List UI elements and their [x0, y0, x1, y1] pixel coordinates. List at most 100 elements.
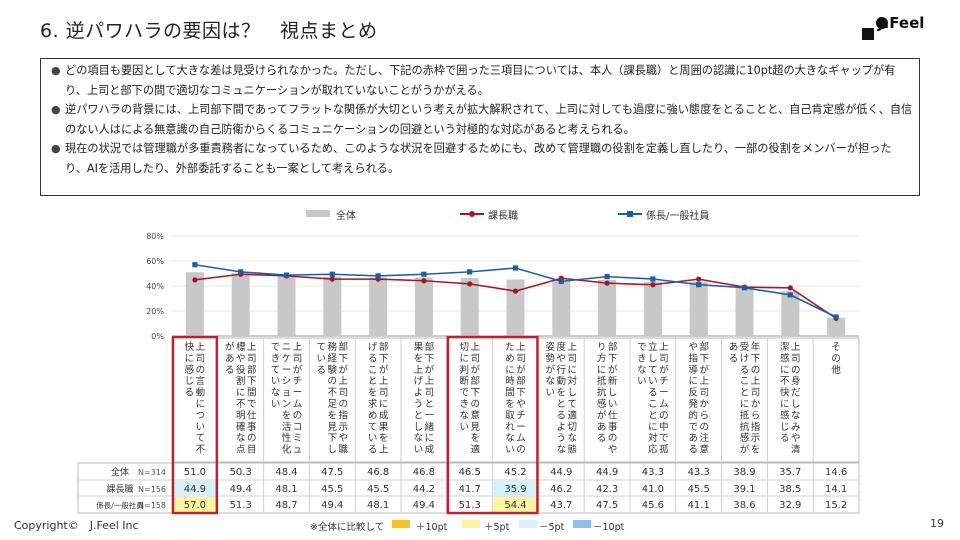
category-label-char: 意: [699, 444, 709, 456]
category-label-char: つ: [196, 410, 206, 421]
summary-bullet: どの項目も要因として大きな差は見受けられなかった。ただし、下記の赤枠で囲った三項…: [51, 61, 913, 100]
category-label-char: ミ: [293, 433, 303, 444]
chart-legend: 全体 課長職 係長/一般社員: [300, 207, 800, 222]
category-label-char: い: [648, 376, 658, 387]
table-cell: 49.4: [230, 484, 252, 495]
category-label-char: や: [516, 399, 526, 410]
table-cell: 44.2: [413, 484, 435, 495]
category-label-char: 部: [608, 341, 618, 353]
table-cell: 38.5: [779, 484, 801, 495]
scale-label: －5pt: [539, 522, 565, 533]
manager-series-point: [467, 281, 473, 287]
y-tick-label: 20%: [146, 307, 164, 316]
category-label-char: 意: [470, 409, 480, 421]
category-label-char: と: [368, 376, 378, 387]
category-label-char: で: [247, 399, 257, 410]
category-label-char: 間: [247, 388, 257, 399]
category-label-char: な: [505, 433, 515, 444]
category-label-char: や: [557, 353, 567, 364]
category-label-char: に: [597, 365, 607, 376]
category-label-char: 上: [699, 376, 709, 387]
category-label-char: う: [557, 433, 567, 444]
category-label-char: や: [236, 353, 246, 364]
category-label-char: て: [368, 422, 378, 433]
category-label-char: 注: [699, 432, 709, 444]
table-cell: 45.5: [688, 484, 710, 495]
category-label-char: 孤: [659, 444, 669, 456]
category-label-char: 仕: [247, 409, 257, 421]
category-label-char: 上: [751, 376, 761, 387]
scale-note: ※全体に比較して: [310, 522, 385, 533]
category-label-char: 判: [459, 364, 469, 376]
table-cell: 43.3: [688, 467, 710, 478]
category-label-char: 身: [791, 375, 801, 387]
category-label-char: が: [293, 364, 303, 376]
category-label-char: 上: [414, 365, 424, 376]
category-label-char: 上: [196, 342, 206, 353]
table-cell: 49.4: [413, 500, 435, 511]
y-tick-label: 0%: [151, 332, 164, 341]
category-label-char: 上: [379, 376, 389, 387]
category-label-char: 間: [505, 388, 515, 399]
table-cell: 38.6: [733, 500, 755, 511]
staff-series-point: [650, 276, 656, 282]
legend-line2-label: 係長/一般社員: [646, 211, 710, 222]
category-label-char: 上: [339, 376, 349, 387]
category-label-char: が: [699, 364, 709, 376]
staff-series-point: [787, 292, 793, 298]
staff-series-point: [329, 271, 335, 277]
category-label-char: 点: [236, 445, 246, 456]
category-label-char: に: [780, 365, 790, 376]
category-label-char: 上: [425, 376, 435, 387]
category-label-char: 標: [236, 341, 246, 353]
table-cell: 41.1: [688, 500, 710, 511]
table-cell: 48.1: [367, 500, 389, 511]
category-label-char: 司: [751, 388, 761, 399]
category-label-char: 成: [379, 409, 389, 421]
bar: [506, 279, 525, 336]
category-label-char: の: [659, 410, 669, 421]
category-label-char: が: [659, 364, 669, 376]
bar: [323, 276, 342, 336]
category-label-char: の: [470, 399, 480, 410]
table-cell: 44.9: [596, 467, 618, 478]
category-label-char: 験: [328, 364, 338, 376]
category-label-char: 上: [379, 445, 389, 456]
category-label-char: と: [648, 410, 658, 421]
category-label-char: 抗: [740, 421, 750, 433]
logo-text: J.Feel: [878, 14, 925, 32]
category-label-char: の: [699, 422, 709, 433]
highlight-cell: [173, 497, 217, 512]
swatch-minus5: [519, 520, 537, 528]
table-cell: 46.8: [413, 467, 435, 478]
highlight-cell: [173, 481, 217, 496]
category-label-char: な: [271, 388, 281, 399]
category-label-char: に: [185, 353, 195, 364]
table-cell: 51.0: [184, 467, 206, 478]
category-label-char: あ: [688, 433, 698, 444]
manager-series-point: [512, 288, 519, 294]
category-label-char: 抗: [597, 387, 607, 399]
category-label-char: 姿: [546, 341, 556, 353]
category-label-char: 性: [282, 432, 292, 444]
category-label-char: 不: [328, 388, 338, 399]
swatch-minus10: [573, 520, 591, 528]
category-label-char: ら: [699, 410, 709, 421]
category-label-char: ム: [516, 433, 526, 444]
category-label-char: る: [729, 353, 739, 364]
y-tick-label: 60%: [146, 257, 164, 266]
category-label-char: 反: [688, 388, 698, 399]
category-label-char: 確: [236, 421, 246, 433]
table-cell: 51.3: [230, 500, 252, 511]
category-label-char: て: [317, 342, 327, 353]
bar: [827, 317, 846, 336]
category-label-char: ム: [293, 399, 303, 410]
category-label-char: ー: [516, 422, 526, 433]
table-cell: 32.9: [779, 500, 801, 511]
category-label-char: し: [414, 422, 424, 433]
table-cell: 44.9: [184, 484, 206, 495]
category-label-char: 時: [505, 376, 515, 387]
category-label-char: コ: [293, 422, 303, 433]
category-label-char: じ: [780, 422, 790, 433]
category-label-char: 活: [282, 421, 292, 433]
